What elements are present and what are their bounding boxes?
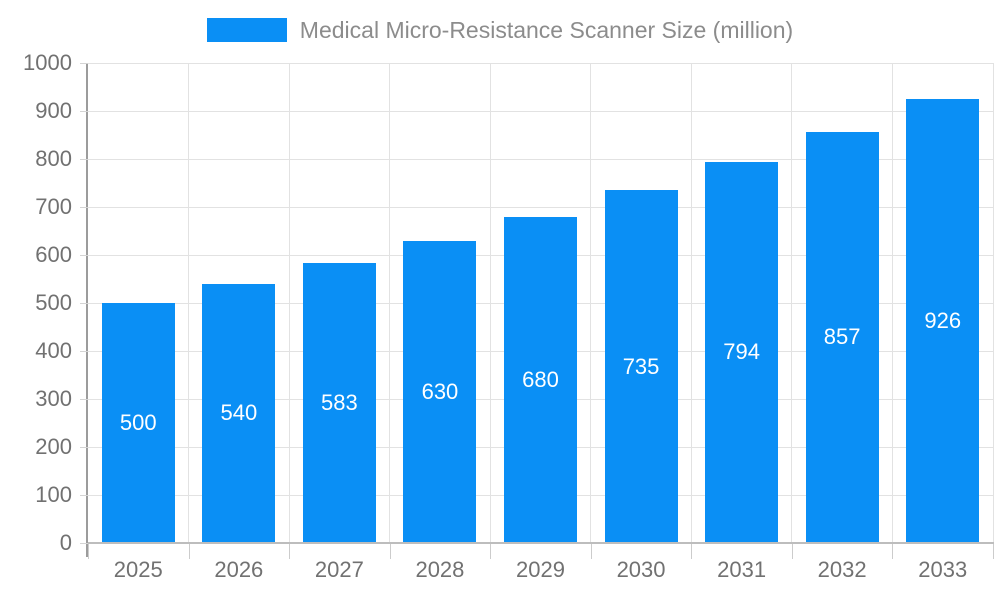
- x-axis-category-label: 2033: [918, 557, 968, 582]
- bar-value-label: 857: [823, 324, 861, 350]
- bar-value-label: 794: [723, 339, 760, 365]
- bar-2026[interactable]: [202, 283, 276, 543]
- gridline-vertical: [188, 63, 190, 543]
- y-axis-tick-label: 500: [35, 290, 72, 315]
- x-axis-tick: [490, 544, 492, 559]
- bar-value-label: 680: [522, 366, 559, 392]
- x-axis-tick: [892, 544, 894, 559]
- gridline-horizontal: [88, 62, 993, 64]
- gridline-vertical: [992, 63, 994, 543]
- x-axis-tick: [289, 544, 291, 559]
- x-axis-category-label: 2031: [717, 557, 767, 582]
- y-axis-tick-label: 0: [59, 530, 72, 555]
- gridline-vertical: [489, 63, 491, 543]
- gridline-vertical: [590, 63, 592, 543]
- legend-swatch-icon: [206, 18, 287, 42]
- y-axis-tick: [80, 207, 88, 208]
- x-axis-tick: [993, 544, 994, 559]
- chart-legend[interactable]: Medical Micro-Resistance Scanner Size (m…: [0, 14, 1000, 46]
- bar-value-label: 540: [220, 400, 258, 426]
- y-axis-tick-label: 900: [35, 98, 72, 123]
- bar-2032[interactable]: [805, 131, 879, 543]
- bar-value-label: 630: [421, 378, 459, 404]
- y-axis-tick-label: 800: [35, 146, 72, 171]
- y-axis-tick: [80, 111, 88, 112]
- x-axis-category-label: 2030: [616, 557, 666, 582]
- y-axis-tick: [80, 399, 88, 400]
- y-axis-tick: [80, 351, 88, 352]
- x-axis-tick: [590, 544, 592, 559]
- x-axis-tick: [88, 544, 89, 559]
- x-axis-category-label: 2029: [516, 557, 565, 582]
- y-axis-tick: [80, 255, 88, 256]
- legend-label: Medical Micro-Resistance Scanner Size (m…: [299, 16, 794, 43]
- gridline-vertical: [791, 63, 793, 543]
- gridline-vertical: [690, 63, 692, 543]
- x-axis-category-label: 2028: [415, 557, 465, 582]
- y-axis-tick-label: 1000: [23, 50, 72, 75]
- x-axis-category-label: 2026: [214, 557, 264, 582]
- bar-value-label: 500: [119, 410, 157, 435]
- bar-value-label: 926: [924, 307, 962, 333]
- bar-2033[interactable]: [906, 98, 980, 543]
- y-axis-tick-label: 200: [35, 434, 72, 459]
- y-axis-tick-label: 300: [35, 386, 72, 411]
- x-axis-line: [88, 542, 994, 544]
- y-axis-tick: [80, 303, 88, 304]
- y-axis-tick-label: 600: [35, 242, 72, 267]
- y-axis-line: [86, 63, 88, 557]
- bar-value-label: 583: [321, 390, 358, 416]
- gridline-horizontal: [88, 158, 993, 160]
- bar-2027[interactable]: [302, 263, 376, 543]
- plot-area: 500 540 583 630 680 735 794 857 926: [88, 62, 994, 543]
- bar-2025[interactable]: [101, 303, 175, 543]
- gridline-vertical: [389, 63, 391, 543]
- y-axis-tick-label: 700: [35, 194, 72, 219]
- x-axis-category-label: 2025: [113, 557, 163, 582]
- y-axis-tick: [80, 159, 88, 160]
- y-axis-tick: [80, 495, 88, 496]
- bar-2028[interactable]: [403, 240, 477, 543]
- bar-2030[interactable]: [604, 190, 678, 543]
- x-axis-tick: [389, 544, 391, 559]
- y-axis-tick-label: 100: [35, 482, 72, 507]
- y-axis-tick: [80, 63, 88, 64]
- gridline-horizontal: [88, 110, 993, 112]
- y-axis-tick: [80, 447, 88, 448]
- gridline-vertical: [288, 63, 290, 543]
- x-axis-tick: [691, 544, 693, 559]
- bar-2029[interactable]: [504, 216, 577, 543]
- y-axis-tick: [80, 543, 88, 544]
- x-axis-tick: [188, 544, 190, 559]
- x-axis-category-label: 2027: [314, 557, 364, 582]
- x-axis-category-label: 2032: [817, 557, 867, 582]
- gridline-horizontal: [88, 206, 993, 208]
- bar-value-label: 735: [622, 353, 660, 379]
- y-axis-tick-label: 400: [35, 338, 72, 363]
- x-axis-tick: [791, 544, 793, 559]
- bar-2031[interactable]: [705, 161, 779, 543]
- gridline-vertical: [891, 63, 893, 543]
